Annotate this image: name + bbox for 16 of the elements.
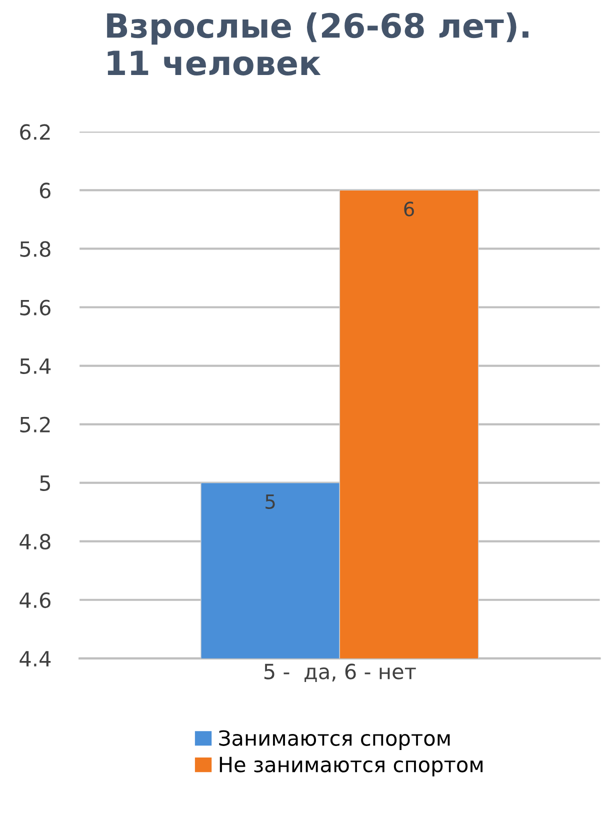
y-tick-label: 4.4 (20, 651, 51, 666)
y-tick-label: 5 (40, 476, 50, 492)
data-label: 6 (404, 202, 414, 216)
y-tick-label: 5.4 (20, 358, 51, 374)
y-tick-label: 4.8 (20, 534, 50, 550)
chart-title: Взрослые (26-68 лет). 11 человек (107, 12, 528, 76)
y-tick-label: 5.2 (20, 416, 50, 433)
x-tick-label: 5 - да, 6 - нет (264, 664, 416, 682)
y-tick-label: 6.2 (20, 124, 50, 140)
y-tick-label: 6 (40, 182, 50, 198)
data-label: 5 (266, 494, 275, 509)
y-tick-label: 4.6 (20, 592, 50, 608)
y-tick-label: 5.6 (20, 300, 50, 316)
legend-label: Не занимаются спортом (220, 756, 482, 776)
legend-label: Занимаются спортом (219, 730, 450, 750)
y-tick-label: 5.8 (20, 241, 50, 257)
